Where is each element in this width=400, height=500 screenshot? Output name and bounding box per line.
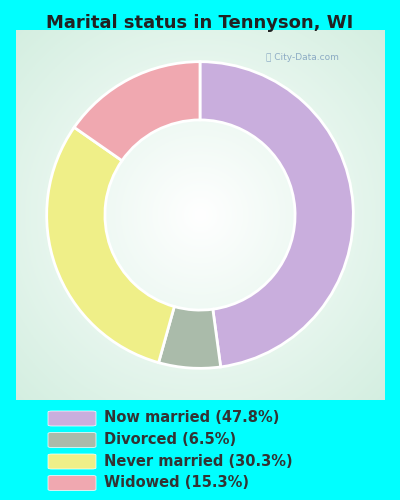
Text: Divorced (6.5%): Divorced (6.5%) xyxy=(104,432,236,447)
Wedge shape xyxy=(47,128,174,362)
Text: Widowed (15.3%): Widowed (15.3%) xyxy=(104,475,249,490)
FancyBboxPatch shape xyxy=(48,432,96,448)
Text: ⓘ City-Data.com: ⓘ City-Data.com xyxy=(266,53,339,62)
Text: Marital status in Tennyson, WI: Marital status in Tennyson, WI xyxy=(46,14,354,32)
Wedge shape xyxy=(158,306,221,368)
Wedge shape xyxy=(74,62,200,160)
FancyBboxPatch shape xyxy=(48,411,96,426)
Text: Now married (47.8%): Now married (47.8%) xyxy=(104,410,279,426)
FancyBboxPatch shape xyxy=(48,454,96,469)
FancyBboxPatch shape xyxy=(48,476,96,490)
Text: Never married (30.3%): Never married (30.3%) xyxy=(104,454,293,468)
Wedge shape xyxy=(200,62,353,367)
